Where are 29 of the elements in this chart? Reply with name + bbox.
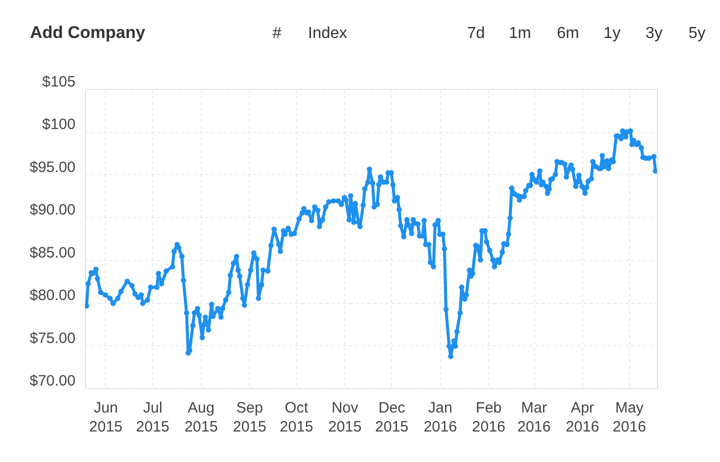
- x-tick-label: Jun 2015: [89, 400, 123, 436]
- x-tick-label: Dec 2015: [375, 400, 409, 436]
- text: 3y: [646, 25, 662, 42]
- x-tick-label: Aug 2015: [184, 400, 218, 436]
- y-tick-label: $70.00: [30, 372, 76, 390]
- y-tick-label: $85.00: [30, 244, 76, 262]
- x-tick-label: Sep 2015: [232, 400, 266, 436]
- y-tick-label: $75.00: [30, 330, 76, 347]
- x-tick-label: May 2016: [612, 400, 646, 436]
- text: 6m: [556, 25, 580, 42]
- text: 1m: [508, 25, 532, 42]
- y-tick-label: $90.00: [30, 202, 76, 219]
- y-tick-label: $95.00: [30, 158, 76, 176]
- y-tick-label: $105: [42, 74, 76, 90]
- x-tick-label: Oct 2015: [280, 400, 314, 436]
- y-tick-label: $100: [42, 116, 76, 134]
- text: Add Company: [30, 23, 146, 42]
- x-tick-label: Jan 2016: [424, 400, 457, 436]
- x-tick-label: Nov 2015: [328, 400, 362, 436]
- y-tick-label: $80.00: [30, 287, 76, 304]
- text: 1y: [604, 25, 620, 42]
- text: 5y: [688, 25, 706, 42]
- x-tick-label: Jul 2015: [136, 400, 170, 436]
- x-tick-label: Feb 2016: [472, 400, 506, 436]
- text: 7d: [467, 25, 485, 42]
- x-tick-label: Apr 2016: [566, 400, 600, 436]
- text: Index: [308, 25, 348, 42]
- x-tick-label: Mar 2016: [517, 400, 551, 436]
- text: #: [272, 25, 282, 42]
